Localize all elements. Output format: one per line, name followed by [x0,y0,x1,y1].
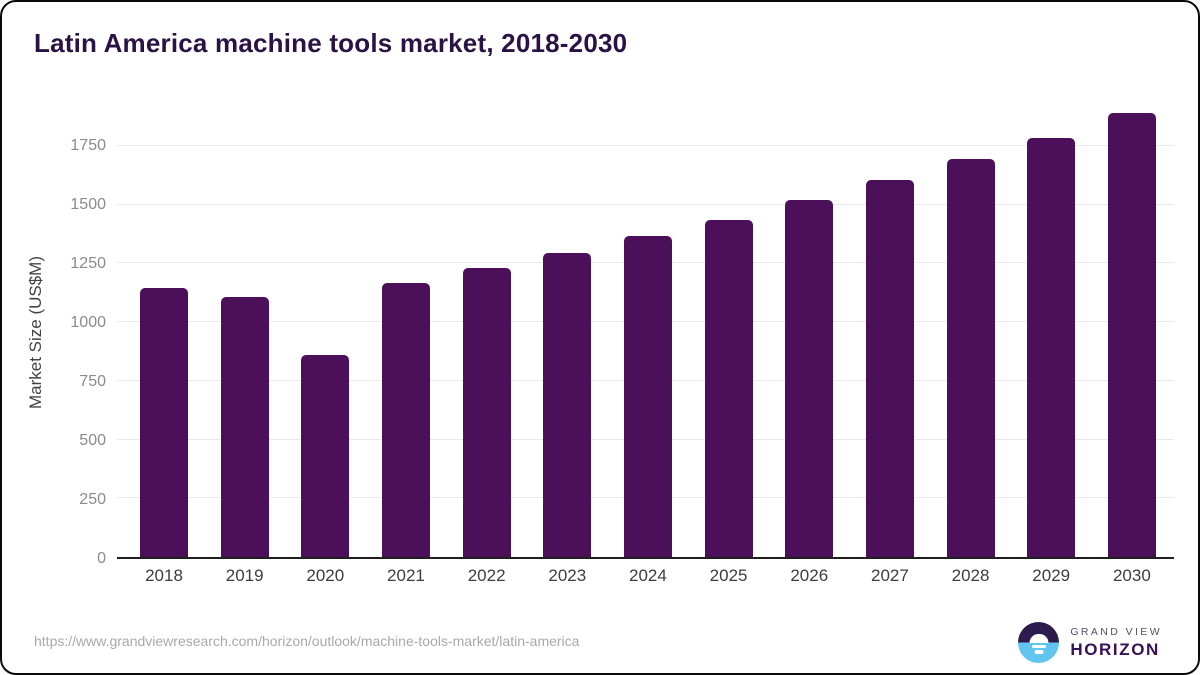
gridline [117,144,1174,146]
x-tick-label: 2021 [387,566,425,585]
bar-2022 [462,267,511,557]
x-tick-label: 2030 [1112,566,1151,585]
sun-horizon-icon [1018,622,1060,663]
logo-line-grand-view: GRAND VIEW [1070,625,1162,638]
bar-2021 [381,282,430,557]
reflection-line [1034,650,1044,654]
bar-2020 [301,355,350,557]
bar-2026 [785,199,834,557]
y-axis-tick-labels: 0 250 500 750 1000 1250 1500 1750 [2,107,106,567]
plot-area [117,107,1174,559]
x-tick-label: 2028 [951,566,990,585]
x-axis-tick-labels: 2018 2019 2020 2021 2022 2023 2024 2025 2026 2027… [117,566,1174,586]
bar-2023 [543,252,592,557]
y-tick-label: 750 [79,372,106,390]
y-tick-label: 500 [79,431,106,449]
y-tick-label: 1250 [70,254,106,272]
y-tick-label: 1000 [70,313,106,331]
source-url: https://www.grandviewresearch.com/horizo… [34,633,580,649]
bar-2027 [865,180,914,557]
x-tick-label: 2019 [225,566,264,585]
bar-2019 [220,296,269,557]
x-tick-label: 2020 [306,566,345,585]
bar-2025 [704,219,753,557]
x-tick-label: 2023 [548,566,587,585]
x-tick-label: 2024 [629,566,667,585]
y-tick-label: 250 [79,491,106,508]
x-tick-label: 2025 [709,566,748,585]
bar-series [117,107,1174,557]
chart-title: Latin America machine tools market, 2018… [34,28,628,58]
bar-2030 [1107,112,1156,557]
bar-2024 [623,235,672,557]
grand-view-horizon-logo: GRAND VIEW HORIZON [1018,622,1162,663]
y-tick-label: 1500 [70,195,106,213]
x-tick-label: 2026 [790,566,829,585]
y-tick-label: 1750 [70,136,106,154]
x-tick-label: 2029 [1032,566,1071,585]
logo-line-horizon: HORIZON [1070,639,1160,659]
gridline [117,203,1174,205]
bar-2018 [140,287,188,557]
bar-2028 [946,159,995,557]
x-tick-label: 2027 [870,566,909,585]
logo-text: GRAND VIEW HORIZON [1070,626,1162,660]
sun-shape [1029,633,1049,643]
reflection-line [1031,644,1046,648]
y-tick-label: 0 [97,550,106,567]
x-tick-label: 2018 [145,566,183,585]
bar-2029 [1027,138,1076,557]
x-tick-label: 2022 [467,566,506,585]
